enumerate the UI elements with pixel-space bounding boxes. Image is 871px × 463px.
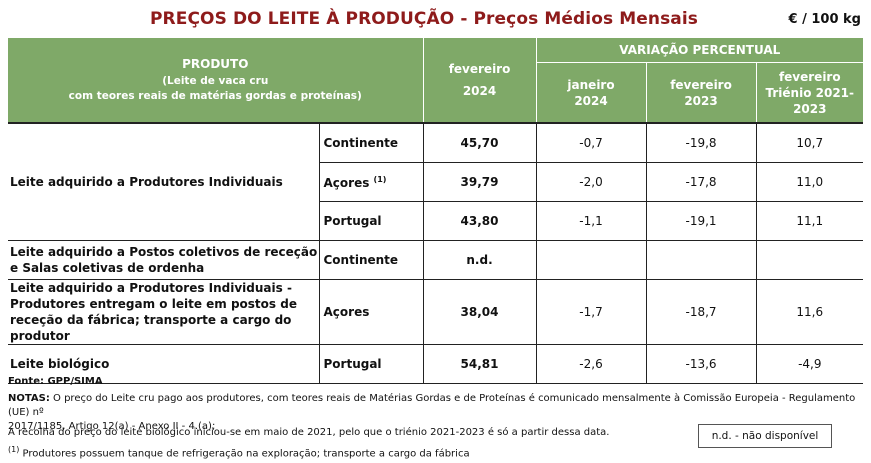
var1-cell: -1,7 — [536, 279, 647, 345]
price-cell: 45,70 — [422, 122, 537, 163]
region-cell: Açores — [318, 279, 424, 345]
var1-cell — [536, 240, 647, 280]
header-var1-line1: janeiro — [567, 77, 615, 92]
price-cell: n.d. — [422, 240, 537, 280]
var1-cell: -1,1 — [536, 201, 647, 241]
footnote-text: Produtores possuem tanque de refrigeraçã… — [19, 448, 470, 460]
var2-cell — [646, 240, 757, 280]
region-cell: Portugal — [318, 344, 424, 384]
header-var1: janeiro 2024 — [535, 62, 647, 123]
table-row: Portugal 43,80 -1,1 -19,1 11,1 — [8, 201, 864, 241]
product-label: Leite adquirido a Postos coletivos de re… — [8, 240, 319, 280]
page-title: PREÇOS DO LEITE À PRODUÇÃO - Preços Médi… — [150, 9, 699, 29]
notes-text: O preço do Leite cru pago aos produtores… — [8, 393, 856, 418]
source-text: Fonte: GPP/SIMA — [8, 376, 103, 387]
header-month-line2: 2024 — [462, 84, 497, 98]
footnote-mark: (1) — [8, 445, 20, 454]
header-var2-line2: 2023 — [684, 93, 718, 108]
header-month-line1: fevereiro — [448, 62, 511, 76]
var1-cell: -0,7 — [536, 122, 647, 163]
region-cell: Açores (1) — [318, 162, 424, 202]
header-produto-sub2: com teores reais de matérias gordas e pr… — [68, 89, 362, 102]
price-cell: 38,04 — [422, 279, 537, 345]
recolha-note: A recolha do preço do leite biológico in… — [8, 427, 610, 438]
header-variacao: VARIAÇÃO PERCENTUAL — [535, 38, 864, 63]
header-month: fevereiro 2024 — [422, 38, 537, 123]
header-var3: fevereiro Triénio 2021- 2023 — [755, 62, 864, 123]
var3-cell: 11,1 — [756, 201, 864, 241]
footnote-marker: (1) — [373, 174, 387, 184]
header-var2: fevereiro 2023 — [645, 62, 757, 123]
unit-label: € / 100 kg — [788, 12, 861, 27]
product-label: Leite adquirido a Produtores Individuais… — [8, 279, 319, 345]
footnote: (1) Produtores possuem tanque de refrige… — [8, 445, 470, 459]
table-row: Açores (1) 39,79 -2,0 -17,8 11,0 — [8, 162, 864, 202]
price-table: PRODUTO (Leite de vaca cru com teores re… — [8, 38, 864, 384]
region-cell: Continente — [318, 240, 424, 280]
header-var1-line2: 2024 — [574, 93, 608, 108]
region-text: Açores — [323, 175, 370, 190]
header-var3-line3: 2023 — [793, 101, 827, 116]
nd-legend: n.d. - não disponível — [698, 424, 832, 448]
region-cell: Continente — [318, 122, 424, 163]
header-var3-line1: fevereiro — [778, 69, 841, 84]
var2-cell: -19,8 — [646, 122, 757, 163]
header-produto: PRODUTO (Leite de vaca cru com teores re… — [8, 38, 424, 123]
notes-text-2: 2017/1185, Artigo 12(a) - Anexo II - 4.(… — [8, 421, 216, 432]
notes-label: NOTAS: — [8, 393, 50, 404]
product-label: Leite adquirido a Produtores Individuais — [8, 122, 319, 241]
var3-cell: -4,9 — [756, 344, 864, 384]
price-cell: 54,81 — [422, 344, 537, 384]
price-cell: 43,80 — [422, 201, 537, 241]
var1-cell: -2,0 — [536, 162, 647, 202]
header-produto-sub1: (Leite de vaca cru — [162, 74, 269, 87]
header-row-1: PRODUTO (Leite de vaca cru com teores re… — [8, 38, 864, 123]
source-note: Fonte: GPP/SIMA — [8, 376, 103, 387]
table-row: Leite adquirido a Postos coletivos de re… — [8, 240, 864, 280]
var2-cell: -17,8 — [646, 162, 757, 202]
header-var3-line2: Triénio 2021- — [765, 85, 855, 100]
table-row: Leite adquirido a Produtores Individuais… — [8, 122, 864, 241]
region-cell: Portugal — [318, 201, 424, 241]
product-label: Leite biológico — [8, 344, 319, 384]
var2-cell: -18,7 — [646, 279, 757, 345]
price-cell: 39,79 — [422, 162, 537, 202]
title-bar: PREÇOS DO LEITE À PRODUÇÃO - Preços Médi… — [0, 0, 871, 38]
var1-cell: -2,6 — [536, 344, 647, 384]
var2-cell: -19,1 — [646, 201, 757, 241]
table-row: Leite adquirido a Produtores Individuais… — [8, 279, 864, 345]
var3-cell — [756, 240, 864, 280]
var3-cell: 11,6 — [756, 279, 864, 345]
var3-cell: 10,7 — [756, 122, 864, 163]
table-row: Leite biológico Portugal 54,81 -2,6 -13,… — [8, 344, 864, 384]
var3-cell: 11,0 — [756, 162, 864, 202]
header-produto-label: PRODUTO — [182, 56, 249, 71]
notes: NOTAS: O preço do Leite cru pago aos pro… — [8, 392, 858, 434]
var2-cell: -13,6 — [646, 344, 757, 384]
header-var2-line1: fevereiro — [670, 77, 732, 92]
